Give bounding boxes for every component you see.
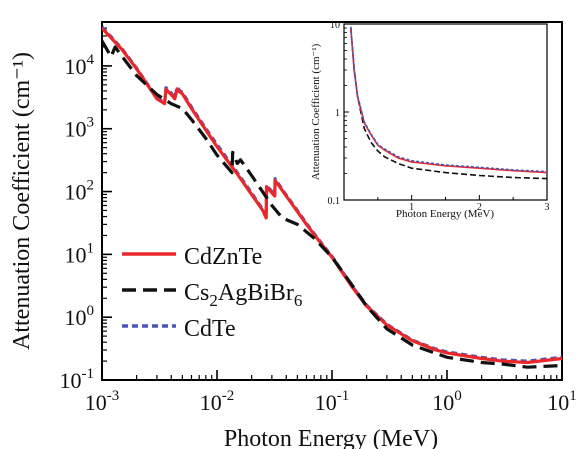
main-x-axis-label: Photon Energy (MeV) [224, 426, 438, 449]
y-tick-label: 101 [65, 240, 95, 267]
series-line-cs2agbibr6 [102, 40, 562, 369]
x-tick-label: 10-3 [85, 388, 120, 415]
legend-label-cs2agbibr6: Cs2AgBiBr6 [184, 280, 302, 310]
x-tick-label: 10-2 [200, 388, 235, 415]
main-series [102, 25, 562, 369]
main-y-axis-label: Attenuation Coefficient (cm⁻¹) [9, 52, 35, 350]
inset-y-axis-label: Attenuation Coefficient (cm⁻¹) [310, 43, 322, 180]
inset-series [350, 26, 547, 180]
inset-plot-frame [343, 23, 548, 201]
legend-label-cdte: CdTe [184, 316, 236, 342]
series-line-cdznte [102, 27, 562, 365]
legend-item-cdte: CdTe [122, 316, 236, 342]
legend: CdZnTe Cs2AgBiBr6 CdTe [122, 244, 302, 342]
inset-x-tick-label: 2 [477, 202, 482, 213]
inset-x-axis-label: Photon Energy (MeV) [396, 208, 495, 220]
y-tick-label: 104 [65, 52, 95, 79]
x-tick-label: 101 [547, 388, 577, 415]
inset-y-tick-label: 0.1 [328, 196, 341, 207]
inset-x-tick-label: 3 [545, 202, 550, 213]
x-tick-label: 100 [432, 388, 462, 415]
legend-item-cs2agbibr6: Cs2AgBiBr6 [122, 280, 302, 310]
legend-item-cdznte: CdZnTe [122, 244, 262, 270]
legend-label-cdznte: CdZnTe [184, 244, 262, 270]
inset-y-tick-label: 10 [330, 20, 340, 31]
y-tick-label: 103 [65, 115, 95, 142]
y-tick-label: 100 [65, 303, 95, 330]
inset-y-tick-label: 1 [335, 108, 340, 119]
inset-ticks: 1 2 3 0.1 1 10 [328, 20, 550, 213]
inset-plot: 1 2 3 0.1 1 10 Photon Energy (MeV) Attenuatio… [310, 20, 550, 220]
x-tick-label: 10-1 [315, 388, 350, 415]
inset-x-tick-label: 1 [409, 202, 414, 213]
y-tick-label: 10-1 [60, 366, 95, 393]
inset-series-line-cdte [350, 26, 547, 173]
y-tick-label: 102 [65, 178, 95, 205]
